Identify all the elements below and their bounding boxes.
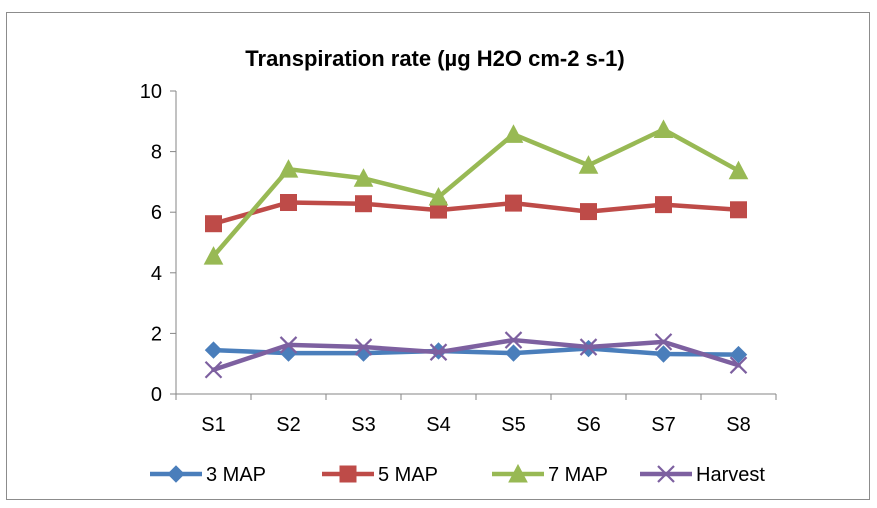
- y-tick-label: 8: [151, 142, 162, 164]
- data-point: [654, 345, 673, 363]
- legend-label: 5 MAP: [378, 464, 438, 486]
- series-line: [211, 127, 741, 259]
- legend-item: 7 MAP: [492, 463, 608, 486]
- data-point: [580, 203, 597, 221]
- y-tick-label: 0: [151, 384, 162, 406]
- y-tick-label: 6: [151, 202, 162, 224]
- data-point: [429, 343, 448, 361]
- data-point: [355, 195, 372, 213]
- legend-item: 3 MAP: [150, 464, 266, 486]
- x-tick-label: S4: [426, 414, 450, 436]
- x-tick-label: S2: [276, 414, 300, 436]
- y-tick-label: 2: [151, 323, 162, 345]
- marker-stroke: [504, 331, 523, 349]
- marker-stroke: [654, 333, 673, 351]
- marker-stroke: [354, 338, 373, 356]
- series-line: [211, 346, 741, 357]
- marker-stroke: [579, 338, 598, 356]
- data-point: [504, 331, 523, 349]
- series-line: [211, 337, 741, 373]
- marker-stroke: [279, 336, 298, 354]
- legend-label: Harvest: [696, 464, 765, 486]
- legend-marker: [339, 465, 357, 483]
- chart-title: Transpiration rate (µg H2O cm-2 s-1): [245, 46, 624, 71]
- x-tick-label: S1: [201, 414, 225, 436]
- data-point: [205, 215, 222, 233]
- data-point: [729, 356, 748, 374]
- data-point: [653, 119, 674, 138]
- series-harvest: [204, 331, 748, 379]
- data-point: [504, 344, 523, 362]
- data-point: [353, 168, 374, 187]
- legend-marker: [508, 463, 528, 483]
- data-point: [728, 160, 749, 180]
- data-point: [279, 336, 298, 354]
- legend-marker: [167, 465, 185, 483]
- data-point: [280, 194, 297, 212]
- marker-stroke: [657, 465, 675, 483]
- series-5-map: [205, 194, 747, 233]
- data-point: [654, 333, 673, 351]
- chart-area: [6, 12, 870, 500]
- legend-item: Harvest: [640, 464, 765, 486]
- marker-stroke: [204, 360, 223, 379]
- x-tick-label: S6: [576, 414, 600, 436]
- legend-label: 3 MAP: [206, 464, 266, 486]
- legend-item: 5 MAP: [322, 464, 438, 486]
- data-point: [354, 338, 373, 356]
- data-point: [505, 194, 522, 212]
- x-tick-label: S3: [351, 414, 375, 436]
- x-tick-label: S5: [501, 414, 525, 436]
- axes: 0 2 4 6 8 10 S1 S2 S3 S4 S5 S6 S7 S8: [140, 81, 777, 436]
- data-point: [204, 360, 223, 379]
- data-point: [428, 186, 449, 206]
- data-point: [278, 159, 299, 178]
- x-tick-label: S8: [726, 414, 750, 436]
- marker-stroke: [429, 343, 448, 361]
- data-point: [578, 155, 599, 174]
- series-line: [211, 200, 741, 226]
- data-point: [729, 345, 748, 364]
- series-7-map: [203, 119, 749, 265]
- data-point: [655, 196, 672, 214]
- data-point: [503, 124, 524, 143]
- y-tick-label: 10: [140, 81, 162, 103]
- data-point: [203, 246, 224, 265]
- legend-marker: [657, 465, 675, 483]
- data-point: [204, 341, 223, 359]
- marker-stroke: [729, 356, 748, 374]
- y-tick-label: 4: [151, 263, 162, 285]
- series-layer: [203, 119, 749, 379]
- data-point: [730, 201, 747, 219]
- legend: 3 MAP 5 MAP 7 MAP Harvest: [150, 463, 765, 486]
- data-point: [579, 338, 598, 356]
- x-tick-label: S7: [651, 414, 675, 436]
- legend-label: 7 MAP: [548, 464, 608, 486]
